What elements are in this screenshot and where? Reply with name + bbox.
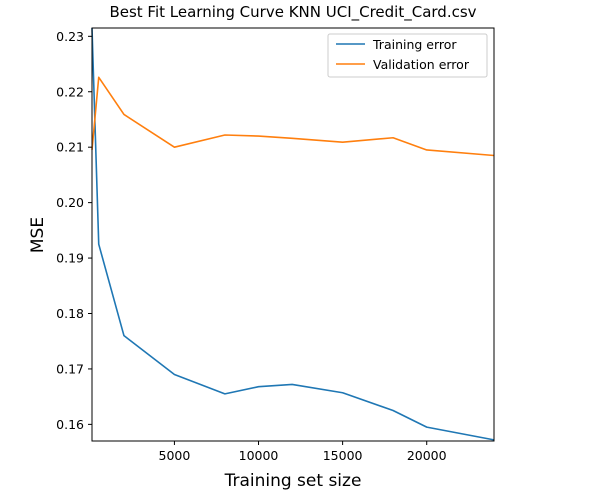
y-tick-label: 0.21 [56,140,84,155]
y-tick-label: 0.19 [56,251,84,266]
y-axis-ticks: 0.16 0.17 0.18 0.19 0.20 0.21 0.22 0.23 [56,29,92,432]
x-axis-ticks: 5000 10000 15000 20000 [159,441,447,463]
legend: Training error Validation error [327,33,488,78]
y-tick-label: 0.20 [56,195,84,210]
chart-title: Best Fit Learning Curve KNN UCI_Credit_C… [109,3,476,22]
series-lines [91,27,495,441]
y-tick-label: 0.23 [56,29,84,44]
y-tick-label: 0.17 [56,361,84,376]
x-tick-label: 15000 [323,448,363,463]
y-tick-label: 0.16 [56,417,84,432]
x-axis-label: Training set size [224,471,362,491]
legend-label-validation-error: Validation error [373,57,470,72]
legend-label-training-error: Training error [372,37,457,52]
series-line-training-error [91,27,495,441]
y-axis-label: MSE [28,217,48,253]
legend-box [327,33,488,78]
x-tick-label: 10000 [239,448,279,463]
plot-area-frame [91,27,495,442]
y-tick-label: 0.22 [56,84,84,99]
series-line-validation-error [91,76,495,157]
y-tick-label: 0.18 [56,306,84,321]
x-tick-label: 20000 [407,448,447,463]
x-tick-label: 5000 [159,448,191,463]
